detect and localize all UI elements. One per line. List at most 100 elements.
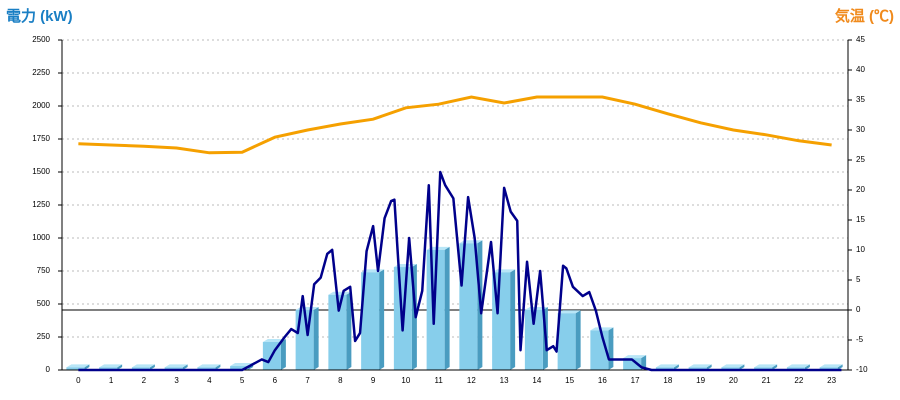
x-tick-label: 20 — [729, 376, 738, 385]
y2-tick-label: 30 — [856, 125, 865, 134]
bar-side — [280, 339, 286, 370]
x-tick-label: 0 — [76, 376, 81, 385]
bar-side — [346, 291, 352, 370]
x-tick-label: 1 — [109, 376, 114, 385]
y2-tick-label: 0 — [856, 305, 861, 314]
bar-side — [379, 269, 385, 370]
bar — [721, 367, 740, 370]
bar-side — [444, 246, 450, 370]
bar-side — [706, 364, 712, 370]
y-tick-label: 750 — [37, 266, 51, 275]
bar-top — [197, 364, 221, 368]
bar-top — [590, 327, 614, 331]
y2-tick-label: -10 — [856, 365, 868, 374]
y-tick-label: 2250 — [32, 68, 50, 77]
x-tick-label: 21 — [762, 376, 771, 385]
x-tick-label: 10 — [401, 376, 410, 385]
bar-top — [819, 364, 843, 368]
bar-side — [608, 327, 614, 370]
bar-side — [575, 310, 581, 370]
bar-top — [99, 364, 123, 368]
y-tick-label: 1750 — [32, 134, 50, 143]
x-tick-label: 9 — [371, 376, 376, 385]
x-tick-label: 13 — [500, 376, 509, 385]
bar-side — [84, 364, 90, 370]
bar-top — [754, 364, 778, 368]
x-tick-label: 17 — [631, 376, 640, 385]
y2-tick-label: 35 — [856, 95, 865, 104]
y-tick-label: 0 — [46, 365, 51, 374]
bar-top — [623, 355, 647, 359]
power-line — [78, 170, 842, 372]
bar — [131, 367, 150, 370]
x-tick-label: 3 — [174, 376, 179, 385]
bar-side — [739, 364, 745, 370]
bar — [819, 367, 838, 370]
y2-tick-label: 25 — [856, 155, 865, 164]
bar — [754, 367, 773, 370]
bar-side — [215, 364, 221, 370]
bar-top — [721, 364, 745, 368]
bar — [459, 243, 478, 370]
bar-top — [786, 364, 810, 368]
bar-top — [66, 364, 90, 368]
y2-tick-label: 10 — [856, 245, 865, 254]
y2-tick-label: 15 — [856, 215, 865, 224]
y2-axis-title: 気温 (℃) — [835, 7, 894, 25]
bar — [786, 367, 805, 370]
bar — [524, 309, 543, 370]
y-tick-label: 500 — [37, 299, 51, 308]
bar — [164, 367, 183, 370]
temperature-line — [78, 95, 832, 155]
bar-side — [837, 364, 843, 370]
x-tick-label: 11 — [434, 376, 443, 385]
bar-top — [655, 364, 679, 368]
x-tick-label: 6 — [273, 376, 278, 385]
y-tick-label: 1500 — [32, 167, 50, 176]
x-tick-label: 22 — [794, 376, 803, 385]
y-axis-title: 電力 (kW) — [6, 7, 73, 25]
bar-top — [492, 269, 516, 273]
x-tick-label: 5 — [240, 376, 245, 385]
y-tick-label: 2000 — [32, 101, 50, 110]
bar — [66, 367, 85, 370]
y2-tick-label: 5 — [856, 275, 861, 284]
bar — [197, 367, 216, 370]
bar — [623, 358, 642, 370]
bar-side — [117, 364, 123, 370]
x-tick-label: 15 — [565, 376, 574, 385]
bar-side — [182, 364, 188, 370]
bar — [688, 367, 707, 370]
x-tick-label: 4 — [207, 376, 212, 385]
x-tick-label: 12 — [467, 376, 476, 385]
x-tick-label: 23 — [827, 376, 836, 385]
bar — [557, 313, 576, 370]
bar — [361, 272, 380, 370]
bar — [655, 367, 674, 370]
y-tick-label: 250 — [37, 332, 51, 341]
bar-side — [149, 364, 155, 370]
y2-tick-label: 40 — [856, 65, 865, 74]
bar-top — [557, 310, 581, 314]
bar-top — [688, 364, 712, 368]
bar-side — [510, 269, 516, 370]
y2-tick-label: 20 — [856, 185, 865, 194]
bar — [230, 366, 249, 370]
bar — [99, 367, 118, 370]
x-tick-label: 8 — [338, 376, 343, 385]
x-tick-label: 16 — [598, 376, 607, 385]
y-tick-label: 1000 — [32, 233, 50, 242]
bar-side — [673, 364, 679, 370]
y2-tick-label: 45 — [856, 35, 865, 44]
bar-top — [230, 363, 254, 367]
x-tick-label: 18 — [663, 376, 672, 385]
bar-side — [313, 306, 319, 370]
bar-top — [131, 364, 155, 368]
bar-top — [328, 291, 352, 295]
bar-top — [164, 364, 188, 368]
bar-side — [804, 364, 810, 370]
x-tick-label: 14 — [532, 376, 541, 385]
bar — [328, 294, 347, 370]
x-tick-label: 19 — [696, 376, 705, 385]
